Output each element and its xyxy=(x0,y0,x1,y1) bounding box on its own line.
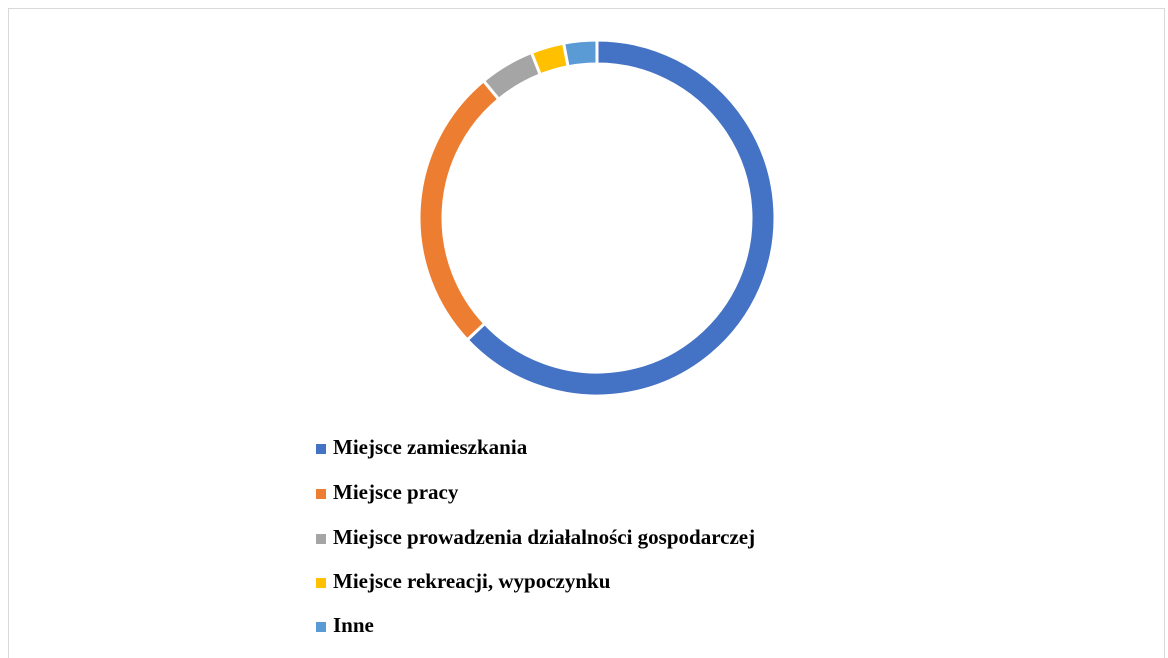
legend-swatch xyxy=(316,578,326,588)
legend-swatch xyxy=(316,622,326,632)
legend-swatch xyxy=(316,489,326,499)
legend-label: Miejsce prowadzenia działalności gospoda… xyxy=(333,525,755,549)
legend-label: Miejsce zamieszkania xyxy=(333,435,528,459)
legend-swatch xyxy=(316,534,326,544)
legend-label: Miejsce pracy xyxy=(333,480,459,504)
legend-label: Miejsce rekreacji, wypoczynku xyxy=(333,569,611,593)
chart-frame xyxy=(8,8,1165,658)
legend-label: Inne xyxy=(333,613,374,637)
donut-segment xyxy=(561,38,599,69)
donut-segment xyxy=(465,38,777,398)
legend-swatch xyxy=(316,444,326,454)
